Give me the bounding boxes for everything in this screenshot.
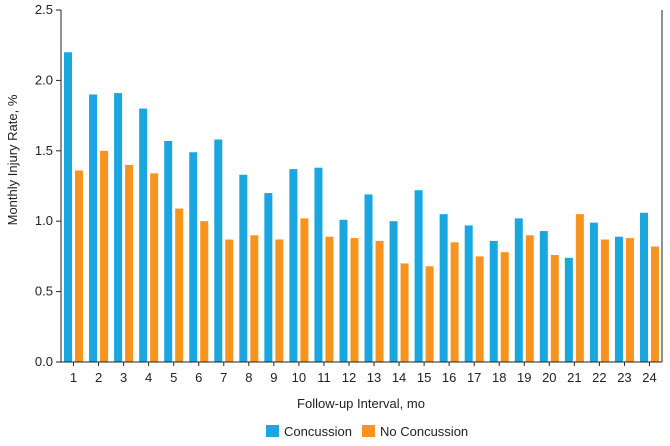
x-tick-label: 5: [170, 370, 177, 385]
bar-no-concussion-23: [625, 238, 634, 362]
bar-concussion-21: [564, 257, 573, 362]
x-tick-label: 20: [542, 370, 556, 385]
bar-no-concussion-7: [225, 239, 234, 362]
bar-no-concussion-18: [500, 252, 509, 362]
bar-concussion-14: [389, 221, 398, 362]
x-tick-label: 13: [367, 370, 381, 385]
y-tick-label: 0.0: [35, 354, 53, 369]
x-axis-label: Follow-up Interval, mo: [297, 396, 425, 411]
bar-no-concussion-12: [350, 238, 359, 362]
bar-no-concussion-22: [600, 239, 609, 362]
bar-concussion-9: [264, 193, 273, 362]
y-axis-label: Monthly Injury Rate, %: [5, 94, 20, 225]
x-tick-label: 7: [220, 370, 227, 385]
bar-no-concussion-5: [175, 208, 184, 362]
bar-no-concussion-6: [200, 221, 209, 362]
legend-label-concussion: Concussion: [284, 424, 352, 439]
bar-concussion-5: [164, 140, 173, 362]
bar-no-concussion-4: [150, 173, 159, 362]
x-tick-label: 9: [270, 370, 277, 385]
x-tick-label: 11: [317, 370, 331, 385]
bar-no-concussion-24: [650, 246, 659, 362]
y-tick-label: 0.5: [35, 284, 53, 299]
y-tick-label: 2.5: [35, 2, 53, 17]
bar-concussion-15: [414, 190, 423, 362]
x-tick-label: 14: [392, 370, 406, 385]
y-tick-label: 2.0: [35, 72, 53, 87]
bar-no-concussion-21: [575, 214, 584, 362]
bar-concussion-2: [89, 94, 98, 362]
x-tick-label: 6: [195, 370, 202, 385]
bar-no-concussion-16: [450, 242, 459, 362]
x-tick-label: 24: [642, 370, 656, 385]
bar-concussion-4: [139, 108, 148, 362]
x-tick-label: 2: [95, 370, 102, 385]
x-tick-label: 16: [442, 370, 456, 385]
bar-no-concussion-10: [300, 218, 309, 362]
bar-concussion-24: [639, 212, 648, 362]
bar-no-concussion-15: [425, 266, 434, 362]
bar-concussion-18: [489, 240, 498, 362]
bar-concussion-13: [364, 194, 373, 362]
bar-no-concussion-1: [75, 170, 84, 362]
y-tick-label: 1.0: [35, 213, 53, 228]
x-tick-label: 1: [70, 370, 77, 385]
x-tick-label: 19: [517, 370, 531, 385]
bar-concussion-8: [239, 174, 248, 362]
x-tick-label: 18: [492, 370, 506, 385]
x-tick-label: 4: [145, 370, 152, 385]
x-tick-label: 21: [567, 370, 581, 385]
x-tick-label: 8: [245, 370, 252, 385]
bar-no-concussion-3: [125, 164, 134, 362]
bars-group: [64, 52, 659, 363]
y-tick-label: 1.5: [35, 143, 53, 158]
bar-concussion-7: [214, 139, 223, 362]
bar-concussion-1: [64, 52, 73, 363]
legend-label-no-concussion: No Concussion: [380, 424, 468, 439]
bar-concussion-17: [464, 225, 473, 362]
bar-no-concussion-19: [525, 235, 534, 362]
legend: Concussion No Concussion: [266, 424, 468, 439]
bar-concussion-22: [589, 222, 598, 362]
bar-concussion-19: [514, 218, 523, 362]
bar-concussion-3: [114, 93, 123, 362]
bar-no-concussion-8: [250, 235, 259, 362]
bar-concussion-16: [439, 214, 448, 362]
x-tick-label: 22: [592, 370, 606, 385]
y-axis: 0.0 0.5 1.0 1.5 2.0 2.5: [35, 2, 663, 369]
x-tick-label: 10: [292, 370, 306, 385]
bar-concussion-20: [539, 231, 548, 362]
x-tick-label: 17: [467, 370, 481, 385]
x-tick-label: 12: [342, 370, 356, 385]
bar-no-concussion-11: [325, 236, 334, 362]
bar-no-concussion-2: [100, 150, 109, 362]
bar-concussion-23: [614, 236, 623, 362]
x-axis: 1 2 3 4 5 6 7 8 9 10 11 12 13 14 15 16 17 18 19 20 21 22 23 24: [61, 361, 662, 385]
bar-no-concussion-14: [400, 263, 409, 362]
bar-concussion-6: [189, 152, 198, 362]
bar-concussion-10: [289, 169, 298, 362]
bar-no-concussion-9: [275, 239, 284, 362]
bar-concussion-11: [314, 167, 323, 362]
legend-swatch-no-concussion: [362, 425, 375, 437]
x-tick-label: 3: [120, 370, 127, 385]
bar-no-concussion-13: [375, 240, 384, 362]
bar-no-concussion-17: [475, 256, 484, 362]
bar-concussion-12: [339, 219, 348, 362]
legend-swatch-concussion: [266, 425, 279, 437]
x-tick-label: 15: [417, 370, 431, 385]
x-tick-label: 23: [617, 370, 631, 385]
bar-no-concussion-20: [550, 254, 559, 362]
